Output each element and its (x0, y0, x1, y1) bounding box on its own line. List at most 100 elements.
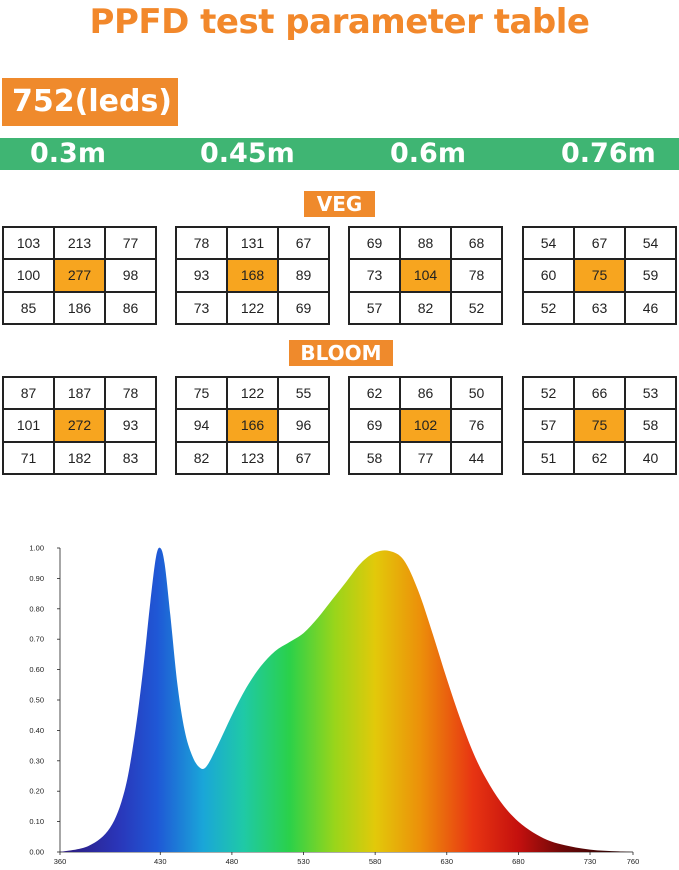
grid-cell: 73 (176, 291, 227, 324)
y-tick-label: 0.70 (29, 635, 44, 644)
center-cell: 75 (574, 409, 625, 442)
center-cell: 102 (400, 409, 451, 442)
grid-cell: 78 (176, 227, 227, 260)
grid-cell: 51 (523, 441, 574, 474)
x-tick-label: 730 (584, 857, 597, 865)
x-tick-label: 480 (226, 857, 239, 865)
grid-cell: 122 (227, 377, 278, 410)
grid-cell: 187 (54, 377, 105, 410)
grid-cell: 57 (349, 291, 400, 324)
grid-cell: 67 (278, 441, 329, 474)
veg-grid-3: 69 88 68 73 104 78 57 82 52 (348, 226, 503, 325)
grid-cell: 55 (278, 377, 329, 410)
grid-cell: 53 (625, 377, 676, 410)
center-cell: 104 (400, 259, 451, 292)
grid-cell: 131 (227, 227, 278, 260)
grid-cell: 60 (523, 259, 574, 292)
y-tick-label: 1.00 (29, 544, 44, 553)
grid-cell: 86 (105, 291, 156, 324)
grid-cell: 58 (349, 441, 400, 474)
grid-cell: 62 (574, 441, 625, 474)
veg-grid-1: 103 213 77 100 277 98 85 186 86 (2, 226, 157, 325)
grid-cell: 68 (451, 227, 502, 260)
grid-cell: 123 (227, 441, 278, 474)
center-cell: 75 (574, 259, 625, 292)
grid-cell: 182 (54, 441, 105, 474)
grid-cell: 59 (625, 259, 676, 292)
grid-cell: 96 (278, 409, 329, 442)
x-tick-label: 580 (369, 857, 382, 865)
grid-cell: 52 (523, 291, 574, 324)
grid-cell: 67 (278, 227, 329, 260)
x-tick-label: 430 (154, 857, 167, 865)
grid-cell: 67 (574, 227, 625, 260)
bloom-grid-4: 52 66 53 57 75 58 51 62 40 (522, 376, 677, 475)
grid-cell: 82 (176, 441, 227, 474)
grid-cell: 46 (625, 291, 676, 324)
grid-cell: 62 (349, 377, 400, 410)
grid-cell: 83 (105, 441, 156, 474)
bloom-label: BLOOM (289, 340, 393, 366)
y-tick-label: 0.00 (29, 848, 44, 857)
center-cell: 168 (227, 259, 278, 292)
y-tick-label: 0.90 (29, 574, 44, 583)
grid-cell: 69 (349, 227, 400, 260)
y-tick-label: 0.50 (29, 696, 44, 705)
veg-grid-2: 78 131 67 93 168 89 73 122 69 (175, 226, 330, 325)
center-cell: 277 (54, 259, 105, 292)
grid-cell: 87 (3, 377, 54, 410)
grid-cell: 66 (574, 377, 625, 410)
veg-label: VEG (304, 191, 375, 217)
grid-cell: 93 (105, 409, 156, 442)
grid-cell: 76 (451, 409, 502, 442)
page-title: PPFD test parameter table (89, 2, 590, 42)
grid-cell: 186 (54, 291, 105, 324)
center-cell: 272 (54, 409, 105, 442)
grid-cell: 50 (451, 377, 502, 410)
grid-cell: 122 (227, 291, 278, 324)
bloom-grid-3: 62 86 50 69 102 76 58 77 44 (348, 376, 503, 475)
spectrum-area (60, 547, 633, 852)
x-tick-label: 360 (54, 857, 67, 865)
y-tick-label: 0.40 (29, 726, 44, 735)
x-tick-label: 530 (297, 857, 310, 865)
grid-cell: 100 (3, 259, 54, 292)
distance-bar: 0.3m 0.45m 0.6m 0.76m (0, 138, 679, 170)
grid-cell: 54 (625, 227, 676, 260)
grid-cell: 69 (278, 291, 329, 324)
spectrum-chart: 0.00 0.10 0.20 0.30 0.40 0.50 0.60 0.70 0.80 0.90… (0, 530, 679, 867)
grid-cell: 52 (451, 291, 502, 324)
grid-cell: 93 (176, 259, 227, 292)
spectrum-chart-svg: 0.00 0.10 0.20 0.30 0.40 0.50 0.60 0.70 0.80 0.90… (29, 544, 640, 867)
grid-cell: 52 (523, 377, 574, 410)
grid-cell: 103 (3, 227, 54, 260)
grid-cell: 88 (400, 227, 451, 260)
grid-cell: 78 (451, 259, 502, 292)
distance-label-1: 0.3m (30, 138, 106, 169)
grid-cell: 89 (278, 259, 329, 292)
y-tick-label: 0.30 (29, 756, 44, 765)
grid-cell: 54 (523, 227, 574, 260)
x-tick-label: 630 (441, 857, 454, 865)
x-tick-label: 760 (627, 857, 640, 865)
y-tick-label: 0.60 (29, 665, 44, 674)
distance-label-2: 0.45m (200, 138, 295, 169)
grid-cell: 44 (451, 441, 502, 474)
grid-cell: 58 (625, 409, 676, 442)
distance-label-4: 0.76m (561, 138, 656, 169)
grid-cell: 213 (54, 227, 105, 260)
grid-cell: 71 (3, 441, 54, 474)
grid-cell: 73 (349, 259, 400, 292)
x-tick-label: 680 (512, 857, 525, 865)
grid-cell: 63 (574, 291, 625, 324)
leds-label: 752(leds) (2, 78, 178, 126)
grid-cell: 78 (105, 377, 156, 410)
bloom-grid-2: 75 122 55 94 166 96 82 123 67 (175, 376, 330, 475)
y-tick-label: 0.80 (29, 604, 44, 613)
distance-label-3: 0.6m (390, 138, 466, 169)
grid-cell: 94 (176, 409, 227, 442)
grid-cell: 57 (523, 409, 574, 442)
grid-cell: 86 (400, 377, 451, 410)
grid-cell: 69 (349, 409, 400, 442)
grid-cell: 75 (176, 377, 227, 410)
